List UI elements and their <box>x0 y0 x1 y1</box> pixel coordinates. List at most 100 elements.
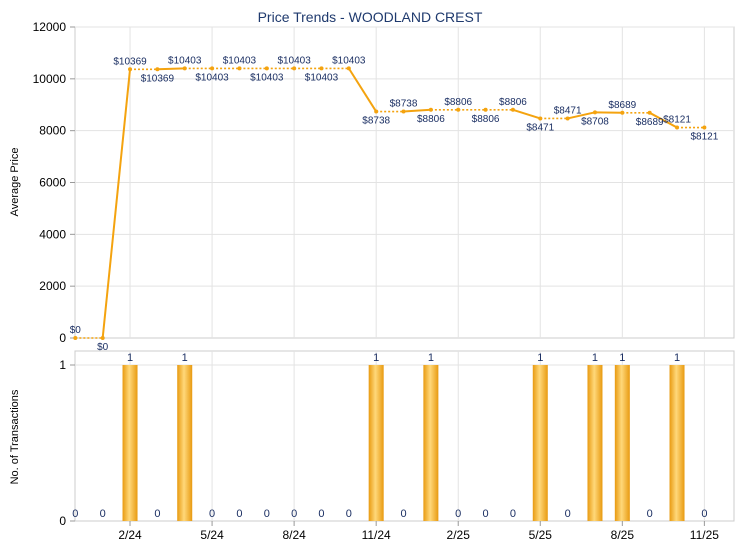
transaction-bar-label: 0 <box>400 508 406 520</box>
price-data-label: $8708 <box>581 116 609 127</box>
transaction-bar-label: 0 <box>154 508 160 520</box>
transactions-plot-area <box>74 350 735 522</box>
transaction-bar-label: 0 <box>483 508 489 520</box>
transactions-y-axis-label: No. of Transactions <box>9 389 21 484</box>
price-series: $0 $0 $10369 $10369 $10403 $10403 $10403 $10403… <box>70 55 719 353</box>
price-point <box>319 66 324 71</box>
price-point <box>182 66 187 71</box>
x-tick-label: 5/25 <box>529 528 553 542</box>
price-y-tick-label: 10000 <box>33 72 67 86</box>
transactions-y-tick-label: 0 <box>59 514 66 528</box>
price-y-axis-label: Average Price <box>9 148 21 217</box>
price-data-label: $8806 <box>417 114 445 125</box>
price-data-label: $10403 <box>277 55 311 66</box>
price-point <box>456 107 461 112</box>
price-point <box>592 110 597 115</box>
x-tick-label: 5/24 <box>200 528 224 542</box>
price-point <box>128 67 133 72</box>
transaction-bar <box>423 365 439 521</box>
price-line-segment <box>512 108 541 120</box>
transaction-bar-label: 1 <box>182 352 188 364</box>
transactions-series: 0 0 1 0 1 0 0 0 0 0 0 1 0 1 0 0 0 1 0 1 1 0 1 0 <box>72 352 707 521</box>
price-data-label: $8738 <box>390 99 418 110</box>
price-data-label: $8471 <box>526 122 554 133</box>
price-data-label: $8121 <box>690 132 718 143</box>
transaction-bar-label: 1 <box>127 352 133 364</box>
transaction-bar <box>614 365 630 521</box>
price-data-label: $10369 <box>141 73 175 84</box>
transaction-bar-label: 1 <box>537 352 543 364</box>
price-line-segment <box>567 111 596 120</box>
chart-title: Price Trends - WOODLAND CREST <box>258 9 483 25</box>
price-line-segment <box>403 108 431 113</box>
transaction-bar <box>177 365 193 521</box>
price-y-tick-label: 6000 <box>39 176 66 190</box>
price-point <box>538 116 543 121</box>
transaction-bar-label: 0 <box>264 508 270 520</box>
price-line-segment <box>157 67 185 71</box>
price-point <box>292 66 297 71</box>
transaction-bar-label: 0 <box>455 508 461 520</box>
transaction-bar-label: 1 <box>373 352 379 364</box>
price-point <box>73 336 78 340</box>
price-data-label: $8738 <box>362 116 390 127</box>
transaction-bar <box>122 365 138 521</box>
price-line-segment <box>347 67 378 113</box>
x-tick-label: 11/24 <box>362 528 391 542</box>
transactions-y-tick-label: 1 <box>59 358 66 372</box>
price-point <box>565 116 570 121</box>
transactions-y-ticks: 01 <box>59 358 75 528</box>
transaction-bar-label: 0 <box>318 508 324 520</box>
price-line-chart: 0 2000 4000 6000 8000 10000 12000 Average Pric… <box>9 20 735 353</box>
price-y-tick-label: 2000 <box>39 279 66 293</box>
price-y-tick-label: 0 <box>59 331 66 345</box>
price-point <box>702 125 707 130</box>
price-point <box>210 66 215 71</box>
price-y-ticks: 0 2000 4000 6000 8000 10000 12000 <box>33 20 75 345</box>
transaction-bar <box>532 365 548 521</box>
transaction-bar-label: 0 <box>647 508 653 520</box>
price-point <box>675 125 680 130</box>
price-point <box>483 107 488 112</box>
transaction-bar-label: 1 <box>674 352 680 364</box>
transaction-bar-label: 1 <box>592 352 598 364</box>
price-data-label: $10403 <box>250 72 284 83</box>
transaction-bar-label: 0 <box>236 508 242 520</box>
price-y-tick-label: 8000 <box>39 124 66 138</box>
price-data-label: $8806 <box>499 97 527 108</box>
price-data-label: $0 <box>97 342 109 353</box>
x-tick-label: 11/25 <box>690 528 719 542</box>
transaction-bar-label: 0 <box>565 508 571 520</box>
price-data-label: $10369 <box>113 56 147 67</box>
price-point <box>620 110 625 115</box>
price-data-label: $8689 <box>636 117 664 128</box>
transaction-bar-label: 0 <box>346 508 352 520</box>
price-point <box>374 109 379 114</box>
transaction-bar-label: 0 <box>72 508 78 520</box>
price-data-label: $8806 <box>444 97 472 108</box>
price-data-label: $0 <box>70 325 82 336</box>
price-data-label: $10403 <box>195 72 229 83</box>
price-point <box>237 66 242 71</box>
price-point <box>155 67 160 72</box>
transaction-bar-label: 0 <box>291 508 297 520</box>
price-y-tick-label: 4000 <box>39 227 66 241</box>
price-grid <box>75 26 734 338</box>
x-tick-label: 2/24 <box>118 528 142 542</box>
price-data-label: $10403 <box>305 72 339 83</box>
price-data-label: $10403 <box>332 55 366 66</box>
price-line-segment <box>649 111 678 129</box>
transaction-bar <box>669 365 685 521</box>
price-point <box>647 110 652 115</box>
price-line-segment <box>101 69 132 339</box>
transaction-bar-label: 0 <box>510 508 516 520</box>
price-data-label: $10403 <box>223 55 257 66</box>
transaction-bar <box>368 365 384 521</box>
price-point <box>510 107 515 112</box>
price-point <box>100 336 105 340</box>
price-data-label: $8121 <box>663 115 691 126</box>
price-point <box>264 66 269 71</box>
x-tick-label: 2/25 <box>447 528 471 542</box>
